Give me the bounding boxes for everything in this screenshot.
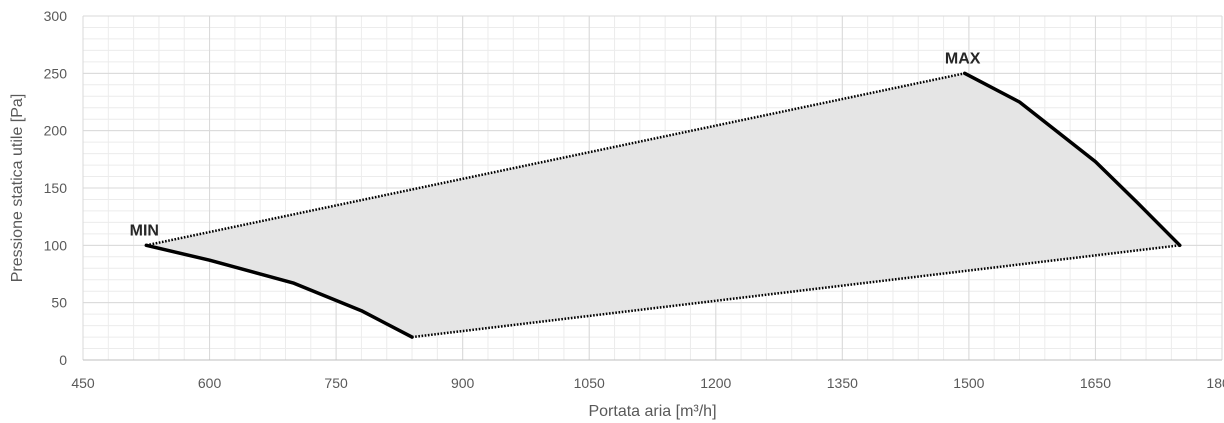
x-tick-label: 1500 bbox=[953, 375, 984, 391]
solid-curve-2 bbox=[962, 71, 1182, 248]
y-tick-label: 0 bbox=[59, 352, 67, 368]
y-tick-label: 100 bbox=[44, 237, 68, 253]
series-layer bbox=[144, 71, 1182, 339]
y-tick-label: 50 bbox=[51, 295, 67, 311]
annotation-max: MAX bbox=[945, 50, 981, 67]
annotation-min: MIN bbox=[130, 222, 159, 239]
y-axis-title: Pressione statica utile [Pa] bbox=[9, 94, 26, 283]
operating-envelope-area bbox=[146, 73, 1180, 338]
x-tick-label: 450 bbox=[71, 375, 95, 391]
x-tick-label: 1200 bbox=[700, 375, 731, 391]
y-axis-ticks: 0 50 100 150 200 250 300 bbox=[44, 8, 68, 368]
x-tick-label: 900 bbox=[451, 375, 475, 391]
y-tick-label: 150 bbox=[44, 180, 68, 196]
annotations: MIN MAX bbox=[130, 50, 981, 239]
x-axis-ticks: 450 600 750 900 1050 1200 1350 1500 1650 1800 bbox=[71, 375, 1224, 391]
y-tick-label: 250 bbox=[44, 65, 68, 81]
y-tick-label: 300 bbox=[44, 8, 68, 24]
x-tick-label: 600 bbox=[198, 375, 222, 391]
x-tick-label: 750 bbox=[324, 375, 348, 391]
y-tick-label: 200 bbox=[44, 123, 68, 139]
x-axis-title: Portata aria [m³/h] bbox=[588, 403, 716, 420]
x-tick-label: 1050 bbox=[574, 375, 605, 391]
solid-curve-0 bbox=[144, 243, 414, 339]
x-tick-label: 1800 bbox=[1206, 375, 1224, 391]
x-tick-label: 1350 bbox=[827, 375, 858, 391]
dotted-boundary-1 bbox=[411, 244, 1180, 339]
x-tick-label: 1650 bbox=[1080, 375, 1111, 391]
